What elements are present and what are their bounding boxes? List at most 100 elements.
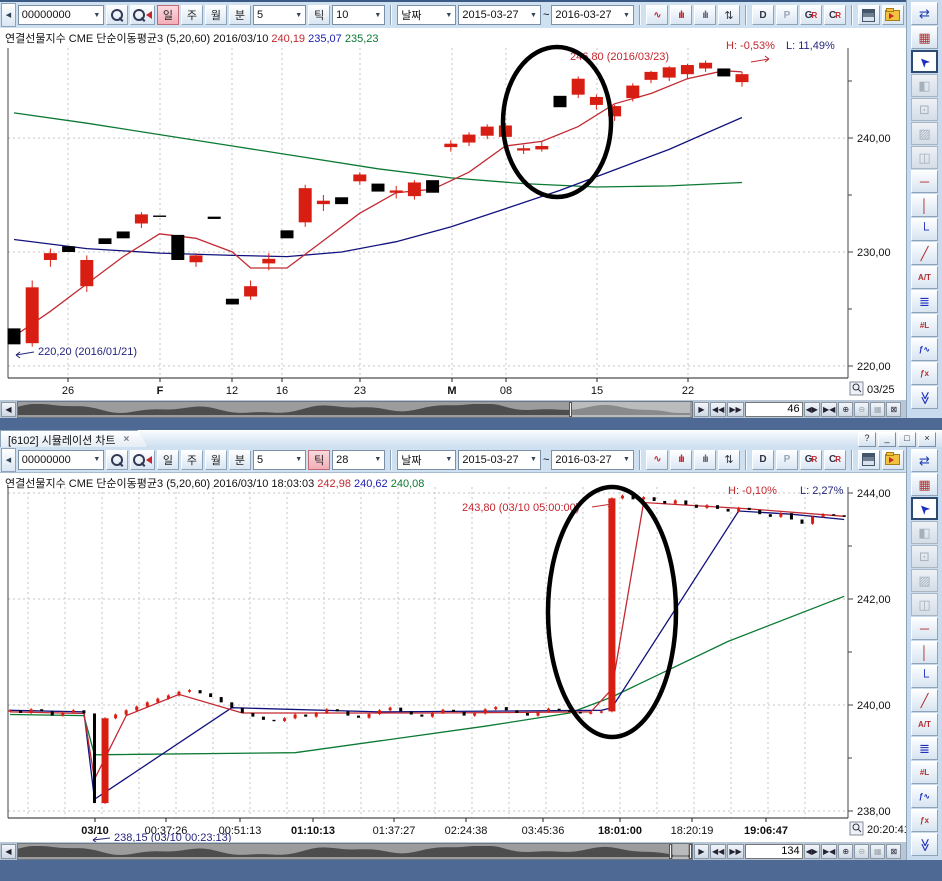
edit-chart-icon[interactable]: ▨ [911,569,938,592]
period-week-button[interactable]: 주 [180,449,203,470]
formula-curve-icon[interactable]: ƒ∿ [911,785,938,808]
grid-button[interactable]: ▦ [870,401,886,417]
page-back-button[interactable]: ◀◀ [710,843,727,859]
sync-icon[interactable]: ⇄ [911,2,938,25]
zoom-area-icon[interactable]: ◧ [911,74,938,97]
scroll-right-button[interactable]: ▶ [694,401,709,417]
minute-interval-combo[interactable]: 5 ▼ [252,5,307,25]
expand-button[interactable]: ◀▶ [803,401,820,417]
volume-button[interactable]: ılı [693,449,716,470]
cursor-icon[interactable]: ➤ [911,50,938,73]
collapse-button[interactable]: ▶◀ [820,401,838,417]
line-style-button[interactable]: ∿ [645,449,668,470]
candles[interactable] [7,60,749,363]
print-button[interactable]: P [775,449,798,470]
period-day-button[interactable]: 일 [156,5,179,25]
period-week-button[interactable]: 주 [180,5,203,25]
count-bars-icon[interactable]: #L [911,761,938,784]
date-mode-combo[interactable]: 날짜 ▼ [397,449,457,470]
sort-button[interactable]: ⇅ [717,5,740,25]
drag-chart-icon[interactable]: ⊡ [911,98,938,121]
sort-button[interactable]: ⇅ [717,449,740,470]
period-tick-button[interactable]: 틱 [308,449,331,470]
period-month-button[interactable]: 월 [204,5,227,25]
chart-navigator[interactable] [17,400,693,418]
date-mode-combo[interactable]: 날짜 ▼ [397,5,457,25]
period-day-button[interactable]: 일 [156,449,179,470]
new-document-button[interactable]: D [751,5,774,25]
minimize-button[interactable]: _ [878,431,896,447]
minute-interval-combo[interactable]: 5 ▼ [252,449,307,470]
recent-search-button[interactable] [130,449,155,470]
scroll-right-button[interactable]: ▶ [694,843,709,859]
back-button[interactable]: ◀ [1,3,16,27]
restore-button[interactable]: □ [898,431,916,447]
text-tool-icon[interactable]: A/T [911,713,938,736]
period-month-button[interactable]: 월 [204,449,227,470]
period-tick-button[interactable]: 틱 [308,5,331,25]
more-tools-icon[interactable]: ≫ [911,386,938,409]
navigator-handle[interactable] [569,401,572,417]
grid-button[interactable]: ▦ [870,843,886,859]
scroll-left-button[interactable]: ◀ [1,401,16,417]
trendline-angle-icon[interactable]: └ [911,218,938,241]
close-scroll-button[interactable]: ⊠ [886,843,902,859]
trendline-angle-icon[interactable]: └ [911,665,938,688]
trendline-vertical-icon[interactable]: │ [911,641,938,664]
edit-chart-icon[interactable]: ▨ [911,122,938,145]
period-minute-button[interactable]: 분 [228,5,251,25]
line-style-button[interactable]: ∿ [645,5,668,25]
search-button[interactable] [106,449,129,470]
text-tool-icon[interactable]: A/T [911,266,938,289]
chart-navigator[interactable] [17,842,693,860]
chart-settings-icon[interactable]: ▦ [911,473,938,496]
expand-button[interactable]: ◀▶ [803,843,820,859]
tab-close-icon[interactable]: × [123,434,130,445]
symbol-combo[interactable]: 00000000 ▼ [17,449,105,470]
date-from-combo[interactable]: 2015-03-27 ▼ [458,449,541,470]
navigator-handle[interactable] [689,843,692,859]
close-scroll-button[interactable]: ⊠ [886,401,902,417]
chart-settings-icon[interactable]: ▦ [911,26,938,49]
trendline-horizontal-icon[interactable]: ─ [911,170,938,193]
collapse-button[interactable]: ▶◀ [820,843,838,859]
date-from-combo[interactable]: 2015-03-27 ▼ [458,5,541,25]
trendline-diagonal-icon[interactable]: ╱ [911,689,938,712]
drag-chart-icon[interactable]: ⊡ [911,545,938,568]
close-button[interactable]: × [918,431,936,447]
scroll-left-button[interactable]: ◀ [1,843,16,859]
open-button[interactable] [881,449,904,470]
back-button[interactable]: ◀ [1,447,16,472]
page-back-button[interactable]: ◀◀ [710,401,727,417]
flag-chart-icon[interactable]: ◫ [911,593,938,616]
formula-curve-icon[interactable]: ƒ∿ [911,338,938,361]
bar-count-input[interactable] [744,843,803,859]
fibonacci-lines-icon[interactable]: ≣ [911,737,938,760]
trendline-diagonal-icon[interactable]: ╱ [911,242,938,265]
cursor-icon[interactable]: ➤ [911,497,938,520]
search-button[interactable] [106,5,129,25]
tick-interval-combo[interactable]: 10 ▼ [332,5,386,25]
volume-signal-button[interactable]: ılı [669,449,692,470]
formula-signal-icon[interactable]: ƒx [911,362,938,385]
sync-icon[interactable]: ⇄ [911,449,938,472]
date-to-combo[interactable]: 2016-03-27 ▼ [551,5,634,25]
help-button[interactable]: ? [858,431,876,447]
save-button[interactable] [857,449,880,470]
zoom-in-button[interactable]: ⊕ [838,843,854,859]
trendline-horizontal-icon[interactable]: ─ [911,617,938,640]
navigator-handle[interactable] [669,843,672,859]
zoom-out-button[interactable]: ⊖ [854,843,870,859]
bar-count-input[interactable] [744,401,803,417]
page-forward-button[interactable]: ▶▶ [727,843,744,859]
flag-chart-icon[interactable]: ◫ [911,146,938,169]
volume-button[interactable]: ılı [693,5,716,25]
more-tools-icon[interactable]: ≫ [911,833,938,856]
open-button[interactable] [881,5,904,25]
new-document-button[interactable]: D [751,449,774,470]
zoom-area-icon[interactable]: ◧ [911,521,938,544]
